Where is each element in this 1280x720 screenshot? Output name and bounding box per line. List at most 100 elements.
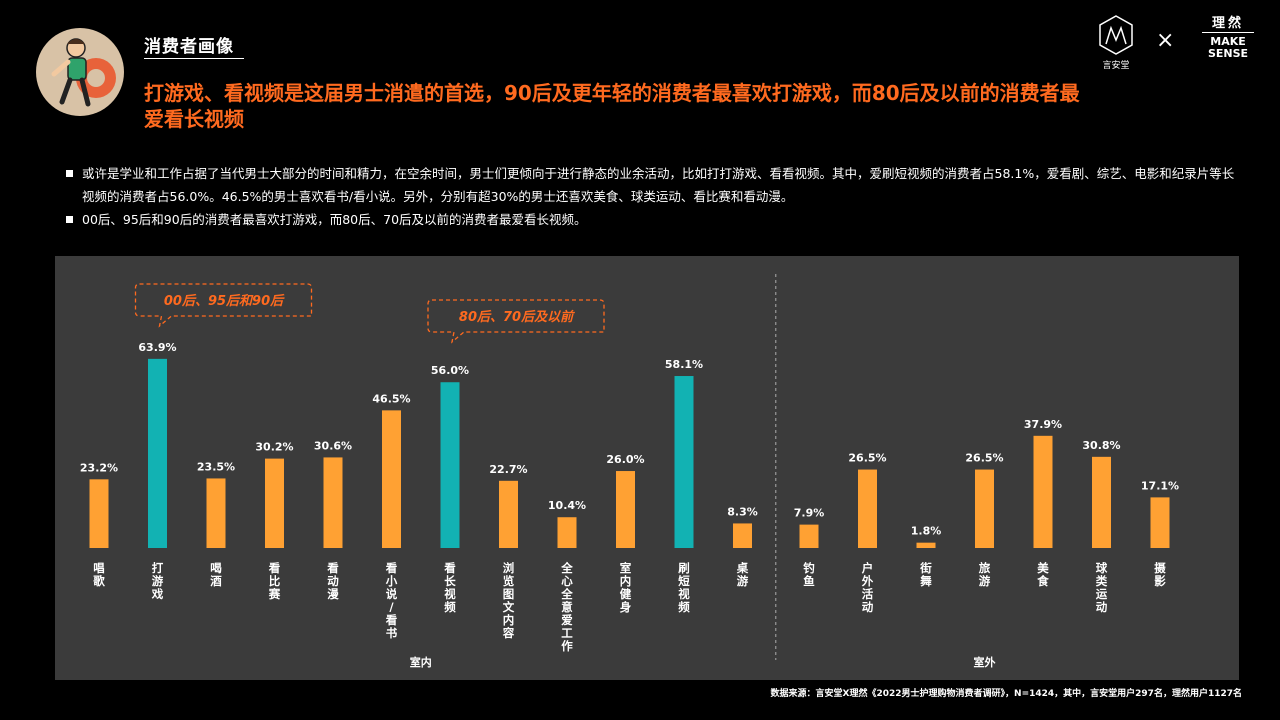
category-label-char: 钓 [803, 561, 815, 575]
category-label-char: 桌 [736, 561, 749, 575]
bar-value-label: 10.4% [548, 499, 586, 512]
category-label-char: 容 [502, 626, 515, 640]
category-label-char: 球 [1096, 561, 1108, 575]
category-label-char: 短 [678, 574, 690, 588]
category-label-char: 外 [861, 574, 874, 588]
chart-bar [557, 517, 577, 548]
chart-bar [1033, 435, 1053, 548]
group-label: 室外 [974, 655, 996, 669]
category-label-char: 书 [386, 626, 398, 640]
category-label-char: 旅 [979, 561, 991, 575]
category-label-char: 全 [560, 587, 573, 601]
bar-value-label: 8.3% [727, 505, 758, 518]
bar-value-label: 30.6% [314, 439, 352, 452]
bar-value-label: 1.8% [911, 525, 942, 538]
bar-value-label: 30.2% [255, 441, 293, 454]
category-label-char: 看 [385, 561, 398, 575]
category-label-char: / [389, 600, 394, 614]
category-label-char: 室 [620, 561, 632, 575]
category-label-char: 视 [444, 587, 456, 601]
category-label-char: 活 [862, 587, 874, 601]
category-label-char: 身 [620, 600, 632, 614]
category-label-char: 视 [678, 587, 690, 601]
collab-times-icon: × [1156, 28, 1175, 53]
chart-bar [799, 524, 819, 548]
category-label-char: 动 [1096, 600, 1108, 614]
category-label-char: 歌 [93, 574, 105, 588]
category-label-char: 户 [862, 561, 874, 575]
category-label-char: 游 [979, 574, 991, 588]
category-label-char: 健 [620, 587, 632, 601]
chart-bar [440, 382, 460, 548]
category-label-char: 刷 [678, 561, 690, 575]
chart-bar [89, 479, 109, 548]
makesense-logo: 理然 MAKE SENSE [1198, 17, 1258, 60]
chart-bar [1092, 456, 1111, 548]
category-label-char: 看 [443, 561, 456, 575]
bar-value-label: 56.0% [431, 364, 469, 377]
category-label-char: 舞 [920, 574, 932, 588]
annotation-callout-text: 80后、70后及以前 [459, 309, 575, 325]
section-title-underline [144, 58, 244, 59]
avatar-illustration [36, 28, 124, 116]
category-label-char: 小 [385, 574, 398, 588]
bar-value-label: 26.5% [965, 452, 1003, 465]
yananTang-logo-text: 言安堂 [1102, 61, 1130, 71]
category-label-char: 游 [152, 574, 164, 588]
category-label-char: 浏 [503, 561, 515, 575]
category-label-char: 全 [560, 561, 573, 575]
chart-bar [674, 376, 694, 548]
chart-bar [382, 410, 401, 548]
category-label-char: 美 [1037, 561, 1049, 575]
bar-value-label: 17.1% [1141, 479, 1179, 492]
category-label-char: 类 [1096, 574, 1108, 588]
category-label-char: 打 [152, 561, 164, 575]
bar-value-label: 46.5% [372, 392, 410, 405]
bullet-item: 或许是学业和工作占据了当代男士大部分的时间和精力，在空余时间，男士们更倾向于进行… [66, 162, 1246, 208]
category-label-char: 内 [503, 613, 515, 627]
brand-logos: 言安堂 × 理然 MAKE SENSE [1096, 12, 1256, 76]
category-label-char: 作 [561, 639, 573, 653]
category-label-char: 摄 [1154, 561, 1166, 575]
bar-value-label: 23.5% [197, 460, 235, 473]
category-label-char: 动 [327, 574, 339, 588]
annotation-callout-box [427, 299, 605, 344]
annotation-callout-text: 00后、95后和90后 [164, 293, 285, 309]
chart-bar [323, 457, 343, 548]
chart-bar [616, 471, 635, 548]
chart-bar [265, 458, 284, 548]
category-label-char: 频 [444, 600, 456, 614]
chart-bar [916, 542, 936, 548]
chart-bar [1150, 497, 1170, 548]
category-label-char: 图 [503, 587, 515, 601]
chart-bar [733, 523, 752, 548]
category-label-char: 工 [561, 626, 573, 640]
yananTang-logo-icon [1099, 15, 1133, 55]
bullet-item: 00后、95后和90后的消费者最喜欢打游戏，而80后、70后及以前的消费者最爱看… [66, 208, 1246, 231]
page-headline: 打游戏、看视频是这届男士消遣的首选，90后及更年轻的消费者最喜欢打游戏，而80后… [144, 81, 1080, 131]
category-label-char: 游 [737, 574, 749, 588]
chart-panel: 23.2% 唱歌 63.9% 打游戏 23.5% 喝酒 30.2% 看比赛 30.6% 看动漫 46… [55, 256, 1239, 680]
category-label-char: 影 [1154, 574, 1166, 588]
bar-value-label: 37.9% [1024, 418, 1062, 431]
category-label-char: 览 [503, 574, 515, 588]
category-label-char: 酒 [210, 574, 222, 588]
category-label-char: 鱼 [803, 574, 815, 588]
bar-value-label: 63.9% [138, 341, 176, 354]
chart-bar [975, 469, 994, 548]
category-label-char: 唱 [93, 561, 105, 575]
bar-value-label: 22.7% [489, 463, 527, 476]
annotation-callout-box [134, 283, 313, 328]
category-label-char: 动 [862, 600, 874, 614]
chart-bar [148, 358, 167, 548]
category-label-char: 说 [386, 587, 398, 601]
category-label-char: 食 [1037, 574, 1049, 588]
category-label-char: 街 [919, 561, 932, 575]
bar-value-label: 23.2% [80, 461, 118, 474]
category-label-char: 频 [678, 600, 690, 614]
category-label-char: 看 [268, 561, 281, 575]
data-source-note: 数据来源：言安堂X理然《2022男士护理购物消费者调研》，N=1424，其中，言… [770, 689, 1242, 699]
makesense-logo-en-2: SENSE [1207, 47, 1249, 60]
category-label-char: 戏 [151, 587, 164, 601]
bullet-list: 或许是学业和工作占据了当代男士大部分的时间和精力，在空余时间，男士们更倾向于进行… [66, 162, 1246, 231]
